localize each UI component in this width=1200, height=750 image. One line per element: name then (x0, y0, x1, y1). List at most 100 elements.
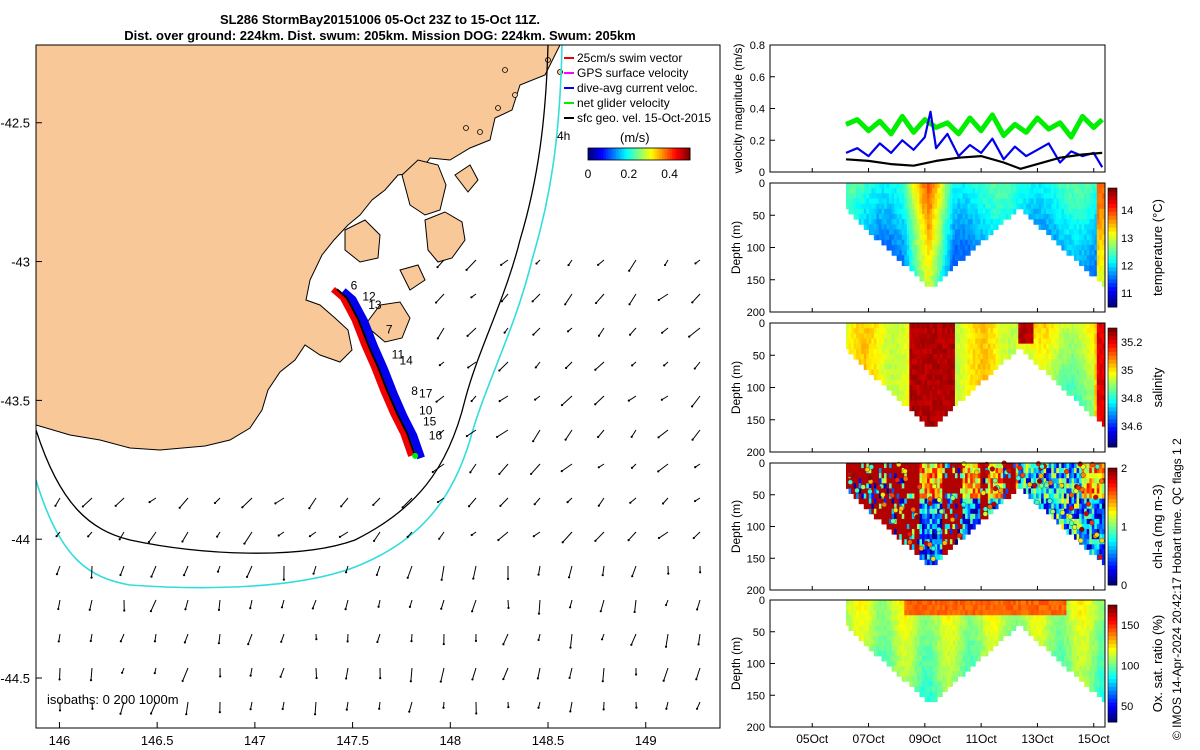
section-cell (876, 498, 880, 505)
section-cell (909, 478, 913, 484)
section-cell (911, 208, 915, 215)
section-cell (1099, 188, 1103, 194)
section-cell (894, 219, 898, 225)
section-cell (904, 234, 908, 241)
section-cell (954, 193, 958, 199)
section-cell (975, 503, 979, 510)
section-colorbar-cell (1108, 303, 1117, 308)
section-cell (881, 193, 885, 199)
section-cell (1005, 493, 1009, 500)
section-cell (939, 410, 943, 417)
section-cell (1048, 229, 1052, 236)
section-cell (1094, 400, 1098, 407)
section-cell (876, 620, 880, 626)
section-cell (876, 338, 880, 345)
section-cell (1094, 513, 1098, 520)
section-cell (1086, 508, 1090, 515)
section-cell (987, 188, 991, 194)
section-cell (1074, 473, 1078, 479)
section-cell (868, 630, 872, 637)
current-vector-head (569, 646, 572, 649)
section-cell (1089, 400, 1093, 407)
section-cell (977, 513, 981, 520)
section-cell (947, 338, 951, 345)
section-cell (970, 518, 974, 525)
section-cell (861, 635, 865, 642)
section-cell (927, 503, 931, 510)
section-colorbar-cell (1108, 267, 1117, 272)
section-cell (960, 395, 964, 401)
section-cell (1084, 379, 1088, 386)
current-vector-head (500, 263, 503, 266)
section-cell (914, 534, 918, 540)
section-cell (901, 615, 905, 621)
section-cell (987, 183, 991, 189)
section-cell (939, 208, 943, 215)
section-cell (939, 224, 943, 230)
section-cell (929, 493, 933, 500)
section-cell (1051, 513, 1055, 520)
section-cell (949, 213, 953, 220)
section-cell (1096, 255, 1100, 261)
section-colorbar-cell (1108, 423, 1117, 428)
current-vector (595, 361, 605, 371)
section-cell (868, 369, 872, 376)
section-cell (1010, 338, 1014, 345)
section-cell (1076, 198, 1080, 205)
section-cell (881, 379, 885, 386)
section-cell (1096, 493, 1100, 500)
section-cell (944, 359, 948, 365)
section-cell (1099, 333, 1103, 339)
section-cell (848, 605, 852, 611)
section-cell (1071, 508, 1075, 515)
section-cell (1079, 203, 1083, 210)
section-cell (851, 620, 855, 626)
section-cell (949, 488, 953, 494)
section-cell (972, 493, 976, 500)
section-cell (886, 379, 890, 386)
section-cell (1053, 503, 1057, 510)
current-vector (499, 395, 509, 402)
section-colorbar-cell (1108, 255, 1117, 260)
section-cell (932, 549, 936, 555)
section-cell (949, 468, 953, 474)
section-cell (995, 493, 999, 500)
section-cell (881, 498, 885, 505)
section-cell (947, 498, 951, 505)
section-cell (1061, 338, 1065, 345)
colorbar-cell (631, 148, 635, 160)
section-cell (861, 625, 865, 631)
section-cell (1086, 529, 1090, 535)
section-cell (962, 323, 966, 329)
section-cell (922, 523, 926, 530)
section-cell (911, 359, 915, 365)
section-cell (891, 630, 895, 637)
section-cell (899, 384, 903, 391)
section-cell (1089, 390, 1093, 396)
section-cell (1071, 379, 1075, 386)
section-cell (906, 353, 910, 360)
section-cell (1094, 338, 1098, 345)
section-colorbar-cell (1108, 283, 1117, 288)
section-cell (871, 468, 875, 474)
section-cell (977, 503, 981, 510)
current-vector (538, 565, 541, 575)
section-cell (942, 364, 946, 370)
section-cell (1053, 468, 1057, 474)
section-cell (942, 400, 946, 407)
section-cell (896, 615, 900, 621)
section-cell (861, 473, 865, 479)
section-cell (1048, 348, 1052, 355)
section-cell (924, 395, 928, 401)
section-cell (927, 213, 931, 220)
section-cell (972, 193, 976, 199)
section-cell (1048, 503, 1052, 510)
section-cell (1058, 374, 1062, 381)
section-cell (894, 605, 898, 611)
section-cell (891, 529, 895, 535)
section-cell (1005, 333, 1009, 339)
current-vector-head (691, 438, 694, 441)
section-cell (1056, 203, 1060, 210)
section-cell (866, 503, 870, 510)
section-cell (891, 213, 895, 220)
